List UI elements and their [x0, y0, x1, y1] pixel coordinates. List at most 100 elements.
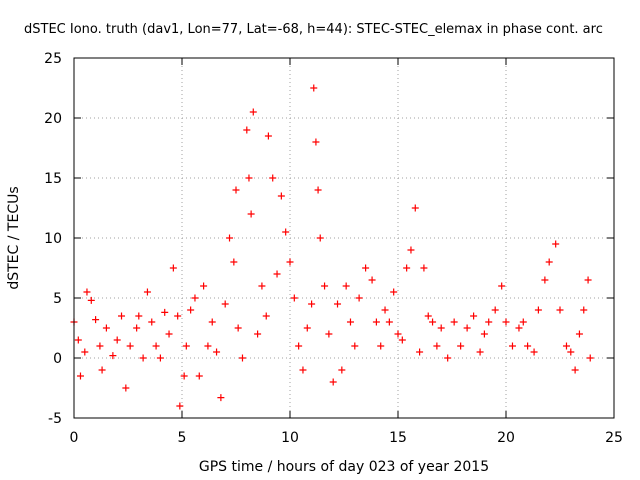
- data-point: [508, 342, 516, 350]
- data-point: [310, 84, 318, 92]
- data-point: [433, 342, 441, 350]
- data-point: [109, 352, 117, 360]
- data-point: [470, 312, 478, 320]
- data-point: [176, 402, 184, 410]
- data-point: [556, 306, 564, 314]
- data-point: [338, 366, 346, 374]
- data-point: [98, 366, 106, 374]
- y-axis-label: dSTEC / TECUs: [6, 186, 22, 289]
- data-point: [213, 348, 221, 356]
- data-point: [385, 318, 393, 326]
- data-point: [316, 234, 324, 242]
- data-point: [394, 330, 402, 338]
- data-point: [254, 330, 262, 338]
- data-point: [325, 330, 333, 338]
- data-point: [372, 318, 380, 326]
- data-point: [247, 210, 255, 218]
- data-point: [463, 324, 471, 332]
- data-point: [161, 308, 169, 316]
- x-tick-label: 5: [178, 430, 187, 446]
- data-point: [133, 324, 141, 332]
- y-tick-label: 15: [44, 171, 62, 187]
- data-point: [355, 294, 363, 302]
- data-point: [249, 108, 257, 116]
- data-point: [424, 312, 432, 320]
- data-point: [118, 312, 126, 320]
- data-point: [534, 306, 542, 314]
- data-point: [269, 174, 277, 182]
- y-tick-label: 10: [44, 231, 62, 247]
- data-point: [519, 318, 527, 326]
- data-point: [308, 300, 316, 308]
- data-point: [286, 258, 294, 266]
- data-point: [502, 318, 510, 326]
- data-point: [362, 264, 370, 272]
- data-point: [295, 342, 303, 350]
- data-point: [334, 300, 342, 308]
- y-tick-label: 20: [44, 111, 62, 127]
- data-point: [390, 288, 398, 296]
- data-point: [416, 348, 424, 356]
- data-point: [329, 378, 337, 386]
- data-point: [457, 342, 465, 350]
- x-axis-label: GPS time / hours of day 023 of year 2015: [199, 459, 489, 475]
- data-point: [290, 294, 298, 302]
- data-point: [87, 296, 95, 304]
- data-point: [234, 324, 242, 332]
- data-point: [232, 186, 240, 194]
- data-point: [552, 240, 560, 248]
- data-point: [277, 192, 285, 200]
- data-point: [148, 318, 156, 326]
- data-point: [314, 186, 322, 194]
- data-point: [165, 330, 173, 338]
- data-point: [230, 258, 238, 266]
- data-point: [92, 316, 100, 324]
- data-point: [258, 282, 266, 290]
- data-point: [139, 354, 147, 362]
- data-point: [204, 342, 212, 350]
- axis-ticks: [73, 57, 615, 419]
- data-point: [243, 126, 251, 134]
- data-point: [303, 324, 311, 332]
- data-point: [245, 174, 253, 182]
- data-point: [545, 258, 553, 266]
- data-point: [515, 324, 523, 332]
- data-point: [156, 354, 164, 362]
- data-point: [152, 342, 160, 350]
- data-point: [584, 276, 592, 284]
- data-point: [498, 282, 506, 290]
- data-point: [191, 294, 199, 302]
- y-tick-labels: -5 0 5 10 15 20 25: [44, 51, 62, 427]
- data-point: [221, 300, 229, 308]
- data-point: [83, 288, 91, 296]
- x-tick-label: 15: [389, 430, 407, 446]
- data-point: [420, 264, 428, 272]
- data-point: [126, 342, 134, 350]
- x-tick-label: 0: [70, 430, 79, 446]
- data-point: [476, 348, 484, 356]
- data-point: [567, 348, 575, 356]
- data-point: [407, 246, 415, 254]
- data-point: [282, 228, 290, 236]
- y-tick-label: 5: [53, 291, 62, 307]
- x-tick-label: 20: [497, 430, 515, 446]
- data-point: [195, 372, 203, 380]
- data-point: [226, 234, 234, 242]
- data-point: [524, 342, 532, 350]
- y-tick-label: 0: [53, 351, 62, 367]
- data-point: [217, 394, 225, 402]
- data-point: [299, 366, 307, 374]
- data-point: [238, 354, 246, 362]
- chart-title: dSTEC Iono. truth (dav1, Lon=77, Lat=-68…: [24, 22, 603, 37]
- x-tick-labels: 0 5 10 15 20 25: [70, 430, 623, 446]
- data-point: [262, 312, 270, 320]
- data-point: [312, 138, 320, 146]
- data-point: [398, 336, 406, 344]
- data-point: [174, 312, 182, 320]
- x-tick-label: 25: [605, 430, 623, 446]
- data-point: [530, 348, 538, 356]
- x-tick-label: 10: [281, 430, 299, 446]
- data-point: [273, 270, 281, 278]
- data-point: [187, 306, 195, 314]
